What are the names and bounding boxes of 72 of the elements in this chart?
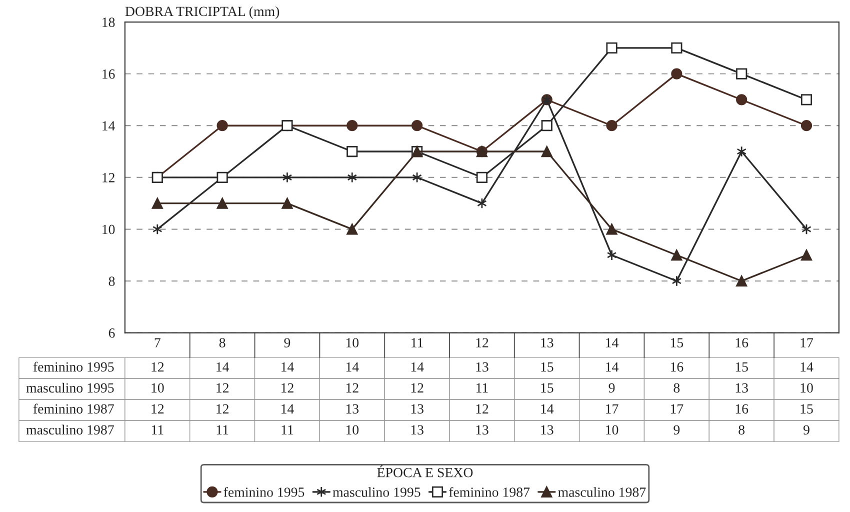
y-tick-label: 18 xyxy=(102,18,115,27)
text: feminino 1987 xyxy=(33,404,114,414)
y-tick-label: 6 xyxy=(108,328,115,338)
data-label: 16 xyxy=(736,404,748,414)
y-tick-label: 8 xyxy=(108,276,115,286)
data-label: 10 xyxy=(346,425,359,435)
data-label: 14 xyxy=(282,362,294,372)
data-label: 11 xyxy=(282,425,294,434)
data-label: 14 xyxy=(216,362,230,372)
data-label: 11 xyxy=(476,383,488,392)
data-label: 9 xyxy=(674,425,680,435)
data-label: 13 xyxy=(411,425,424,435)
data-label: 14 xyxy=(411,362,424,372)
y-tick-label: 10 xyxy=(102,224,115,234)
legend-label: masculino 1995 xyxy=(332,487,420,497)
data-label: 13 xyxy=(736,383,748,393)
x-tick-label: 13 xyxy=(541,338,554,348)
x-tick-label: 16 xyxy=(736,338,748,348)
data-label: 9 xyxy=(608,383,615,393)
data-label: 15 xyxy=(541,383,554,393)
data-label: 12 xyxy=(216,404,228,414)
data-label: 14 xyxy=(800,362,814,372)
x-tick-label: 9 xyxy=(284,338,290,348)
data-label: 13 xyxy=(541,425,554,435)
x-tick-label: 11 xyxy=(412,338,423,348)
data-label: 16 xyxy=(670,362,684,372)
data-label: 14 xyxy=(346,362,359,372)
legend-label: feminino 1995 xyxy=(224,486,304,497)
x-tick-label: 14 xyxy=(606,338,618,348)
data-label: 15 xyxy=(541,362,554,372)
data-label: 12 xyxy=(216,383,228,392)
data-label: 9 xyxy=(803,425,810,435)
x-tick-label: 15 xyxy=(670,338,684,348)
text: masculino 1987 xyxy=(26,424,114,435)
legend-label: feminino 1987 xyxy=(449,486,530,497)
data-label: 15 xyxy=(800,404,813,414)
data-label: 14 xyxy=(606,362,618,372)
x-tick-label: 7 xyxy=(154,338,160,348)
y-axis-title: DOBRA TRICIPTAL (mm) xyxy=(125,6,280,19)
text: feminino 1995 xyxy=(33,362,114,372)
text: masculino 1995 xyxy=(26,382,114,393)
x-tick-label: 12 xyxy=(476,338,488,348)
data-label: 12 xyxy=(411,383,424,392)
data-label: 14 xyxy=(282,404,294,414)
data-label: 12 xyxy=(476,404,488,414)
data-label: 12 xyxy=(152,362,164,372)
data-label: 11 xyxy=(216,425,228,434)
data-label: 10 xyxy=(152,383,164,393)
data-label: 13 xyxy=(346,404,359,414)
data-label: 8 xyxy=(738,425,745,435)
data-label: 13 xyxy=(476,362,488,372)
data-label: 8 xyxy=(674,383,680,393)
data-label: 17 xyxy=(606,404,618,414)
data-label: 15 xyxy=(736,362,748,372)
data-label: 12 xyxy=(282,383,294,392)
legend-title: ÉPOCA E SEXO xyxy=(377,465,473,478)
data-label: 10 xyxy=(606,425,618,435)
data-label: 11 xyxy=(152,425,164,434)
data-label: 12 xyxy=(152,404,164,414)
data-label: 14 xyxy=(541,404,554,414)
y-tick-label: 16 xyxy=(102,69,115,79)
y-tick-label: 12 xyxy=(102,173,114,182)
y-tick-label: 14 xyxy=(102,121,116,130)
x-tick-label: 8 xyxy=(219,338,226,348)
x-tick-label: 17 xyxy=(800,338,814,348)
data-label: 13 xyxy=(411,404,424,414)
data-label: 10 xyxy=(800,383,813,393)
data-label: 12 xyxy=(346,383,358,392)
x-tick-label: 10 xyxy=(346,338,359,348)
data-label: 17 xyxy=(670,404,684,414)
legend-label: masculino 1987 xyxy=(558,487,646,497)
data-label: 13 xyxy=(476,425,488,435)
